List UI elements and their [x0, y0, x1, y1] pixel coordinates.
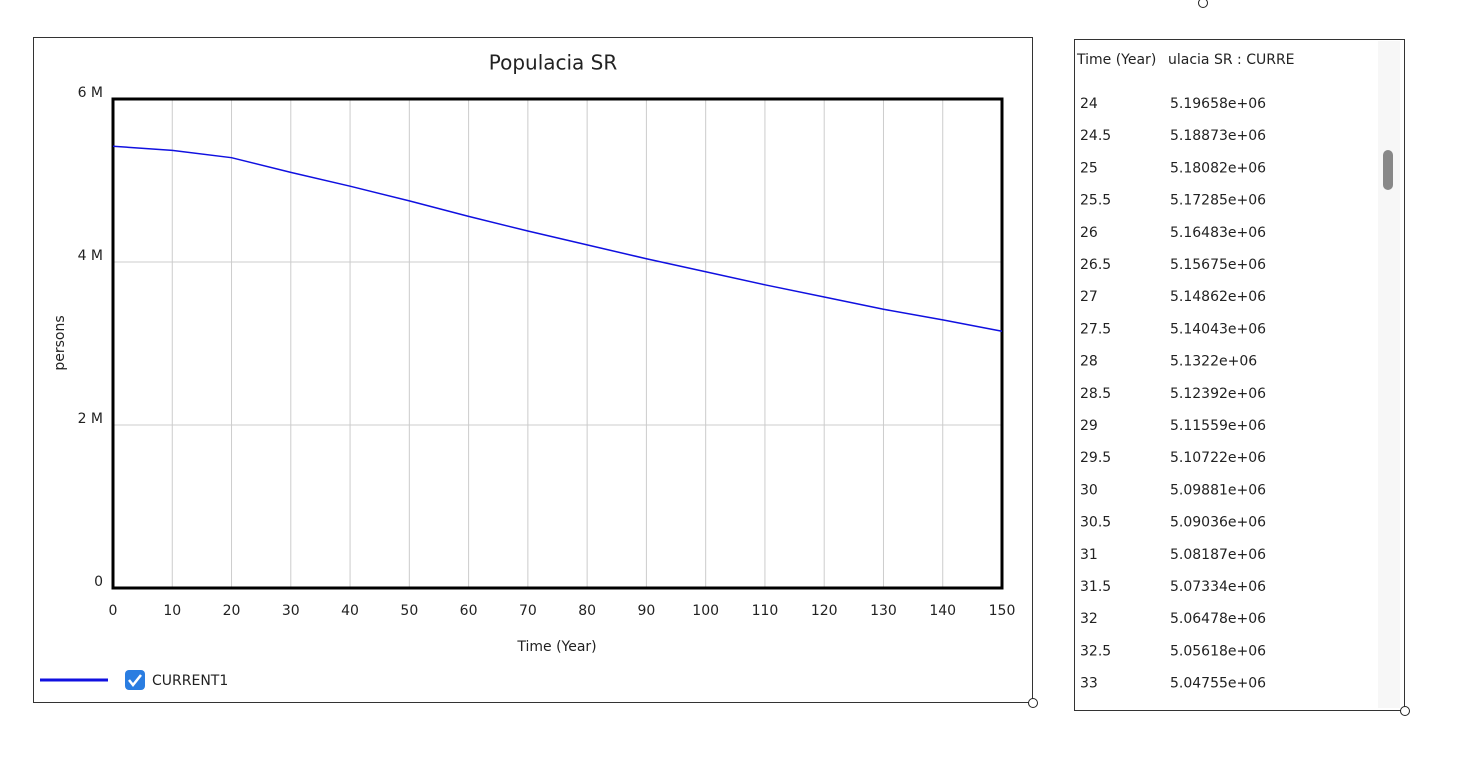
legend-label: CURRENT1 [152, 673, 228, 689]
x-tick-label: 120 [811, 603, 838, 619]
legend: CURRENT1 [40, 670, 228, 690]
table-cell: 29 [1080, 418, 1098, 434]
table-cell: 29.5 [1080, 450, 1111, 466]
table-cell: 30.5 [1080, 515, 1111, 531]
x-tick-label: 70 [519, 603, 537, 619]
x-tick-label: 20 [223, 603, 241, 619]
x-tick-label: 100 [692, 603, 719, 619]
table-cell: 33 [1080, 676, 1098, 692]
table-cell: 32.5 [1080, 643, 1111, 659]
x-tick-label: 30 [282, 603, 300, 619]
table-cell: 24.5 [1080, 128, 1111, 144]
table-cell: 26.5 [1080, 257, 1111, 273]
table-cell: 5.04755e+06 [1170, 676, 1266, 692]
table-cell: 5.17285e+06 [1170, 193, 1266, 209]
y-tick-label: 0 [94, 574, 103, 590]
resize-handle[interactable] [1400, 706, 1410, 716]
table-cell: 32 [1080, 611, 1098, 627]
x-tick-label: 10 [163, 603, 181, 619]
table-cell: 26 [1080, 225, 1098, 241]
x-tick-label: 130 [870, 603, 897, 619]
x-tick-label: 0 [109, 603, 118, 619]
table: Time (Year) ulacia SR : CURRE 24 5.19658e+0… [1076, 52, 1295, 692]
table-cell: 5.08187e+06 [1170, 547, 1266, 563]
x-tick-label: 150 [989, 603, 1016, 619]
table-cell: 31.5 [1080, 579, 1111, 595]
table-cell: 5.18082e+06 [1170, 160, 1266, 176]
table-cell: 25.5 [1080, 193, 1111, 209]
resize-handle[interactable] [1028, 698, 1038, 708]
y-axis-label: persons [52, 315, 68, 370]
table-cell: 5.09036e+06 [1170, 515, 1266, 531]
scrollbar-track [1378, 41, 1400, 708]
table-cell: 5.11559e+06 [1170, 418, 1266, 434]
table-header: ulacia SR : CURRE [1168, 52, 1295, 68]
table-cell: 5.14043e+06 [1170, 321, 1266, 337]
x-tick-label: 90 [637, 603, 655, 619]
table-cell: 27 [1080, 289, 1098, 305]
data-line [112, 145, 1003, 333]
table-cell: 5.10722e+06 [1170, 450, 1266, 466]
x-axis-label: Time (Year) [516, 639, 596, 655]
table-cell: 5.06478e+06 [1170, 611, 1266, 627]
table-cell: 5.18873e+06 [1170, 128, 1266, 144]
legend-checkbox[interactable] [125, 670, 145, 690]
table-header: Time (Year) [1076, 52, 1156, 68]
table-cell: 5.15675e+06 [1170, 257, 1266, 273]
y-tick-label: 2 M [78, 411, 103, 427]
table-cell: 28.5 [1080, 386, 1111, 402]
x-tick-label: 50 [400, 603, 418, 619]
y-tick-label: 4 M [78, 248, 103, 264]
table-cell: 5.14862e+06 [1170, 289, 1266, 305]
x-tick-label: 140 [929, 603, 956, 619]
table-cell: 5.19658e+06 [1170, 96, 1266, 112]
table-cell: 27.5 [1080, 321, 1111, 337]
table-cell: 5.09881e+06 [1170, 482, 1266, 498]
table-cell: 5.12392e+06 [1170, 386, 1266, 402]
scrollbar-thumb[interactable] [1383, 150, 1393, 190]
x-tick-label: 80 [578, 603, 596, 619]
chart-title: Populacia SR [489, 51, 618, 75]
plot-frame [111, 97, 1004, 590]
x-tick-label: 60 [460, 603, 478, 619]
chart-panel [33, 37, 1033, 703]
y-tick-label: 6 M [78, 85, 103, 101]
table-cell: 25 [1080, 160, 1098, 176]
table-cell: 30 [1080, 482, 1098, 498]
table-cell: 5.1322e+06 [1170, 354, 1257, 370]
x-tick-label: 40 [341, 603, 359, 619]
table-cell: 5.16483e+06 [1170, 225, 1266, 241]
table-cell: 5.07334e+06 [1170, 579, 1266, 595]
check-icon [128, 674, 142, 688]
table-cell: 5.05618e+06 [1170, 643, 1266, 659]
resize-handle[interactable] [1198, 0, 1208, 8]
table-cell: 31 [1080, 547, 1098, 563]
x-tick-label: 110 [752, 603, 779, 619]
table-cell: 28 [1080, 354, 1098, 370]
table-panel [1074, 39, 1405, 711]
table-cell: 24 [1080, 96, 1098, 112]
